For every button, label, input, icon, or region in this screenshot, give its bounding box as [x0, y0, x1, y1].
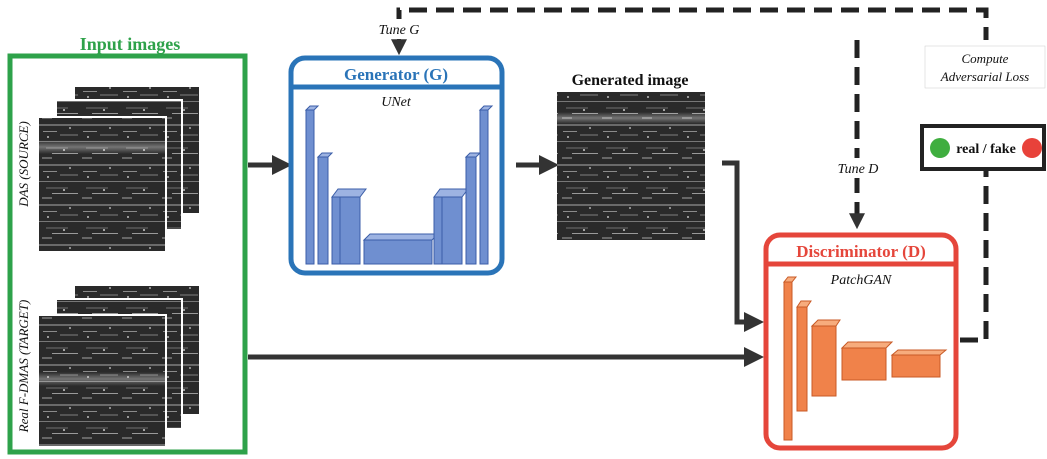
generated-image-group: Generated image	[557, 72, 705, 240]
loss-label-line1: Compute	[962, 51, 1009, 66]
patchgan-block-2-top	[796, 300, 812, 308]
unet-bottleneck-top	[362, 233, 440, 241]
unet-block-2-top	[316, 152, 334, 158]
das-image-front	[37, 116, 167, 253]
real-fake-output: real / fake	[920, 124, 1046, 171]
feedback-loops	[396, 7, 989, 343]
loss-label-bg	[924, 45, 1046, 89]
patchgan-block-1-top	[782, 276, 798, 283]
unet-block-5	[433, 196, 443, 265]
patchgan-block-2	[796, 306, 808, 412]
patchgan-block-5	[891, 354, 941, 378]
tune-g-label-bg	[366, 19, 432, 39]
das-image-stack	[37, 85, 201, 253]
target-image-band	[38, 372, 166, 386]
input-images-panel: Input images DAS (SOURCE) Real F-DMAS (T…	[7, 34, 248, 455]
unet-blocks	[304, 105, 494, 265]
arrow-image-to-discriminator	[722, 160, 764, 332]
discriminator-title: Discriminator (D)	[796, 242, 926, 261]
tune-g-label: Tune G	[379, 23, 420, 38]
patchgan-block-4-top	[840, 341, 894, 349]
patchgan-block-5-top	[890, 349, 948, 356]
unet-block-6	[441, 196, 463, 265]
real-fake-label: real / fake	[956, 142, 1016, 157]
unet-bottleneck	[363, 239, 433, 265]
unet-block-3	[331, 196, 341, 265]
loss-label-line2: Adversarial Loss	[940, 69, 1029, 84]
tune-g-loop	[396, 7, 989, 40]
input-panel-border	[7, 53, 248, 455]
patchgan-block-4	[841, 347, 887, 381]
target-image-stack	[37, 284, 201, 448]
discriminator-box: Discriminator (D) PatchGAN	[763, 232, 959, 451]
das-image-band	[38, 140, 166, 154]
unet-block-1	[305, 109, 315, 265]
unet-block-4-top	[331, 188, 367, 198]
patchgan-block-1	[783, 281, 793, 441]
patchgan-blocks	[782, 276, 948, 441]
generator-title: Generator (G)	[344, 65, 448, 84]
real-dot-icon	[930, 138, 950, 158]
unet-block-4	[339, 196, 361, 265]
tune-d-label-bg	[830, 158, 886, 178]
generated-image-title: Generated image	[572, 72, 689, 89]
discriminator-subtitle: PatchGAN	[830, 273, 892, 288]
input-panel-title: Input images	[80, 34, 181, 54]
unet-block-1-top	[304, 105, 320, 111]
discriminator-output-loop	[960, 165, 989, 343]
unet-block-2	[317, 156, 329, 265]
unet-block-6-top	[433, 188, 469, 198]
generated-image-band	[557, 112, 705, 124]
tune-d-label: Tune D	[838, 162, 879, 177]
generator-box: Generator (G) UNet	[288, 55, 505, 276]
fake-dot-icon	[1022, 138, 1042, 158]
generator-subtitle: UNet	[381, 95, 412, 110]
patchgan-block-3b	[811, 325, 837, 397]
unet-block-8	[479, 109, 489, 265]
target-label: Real F-DMAS (TARGET)	[16, 300, 31, 434]
unet-block-8-top	[478, 105, 494, 111]
das-source-label: DAS (SOURCE)	[16, 121, 31, 208]
unet-block-7	[465, 156, 477, 265]
